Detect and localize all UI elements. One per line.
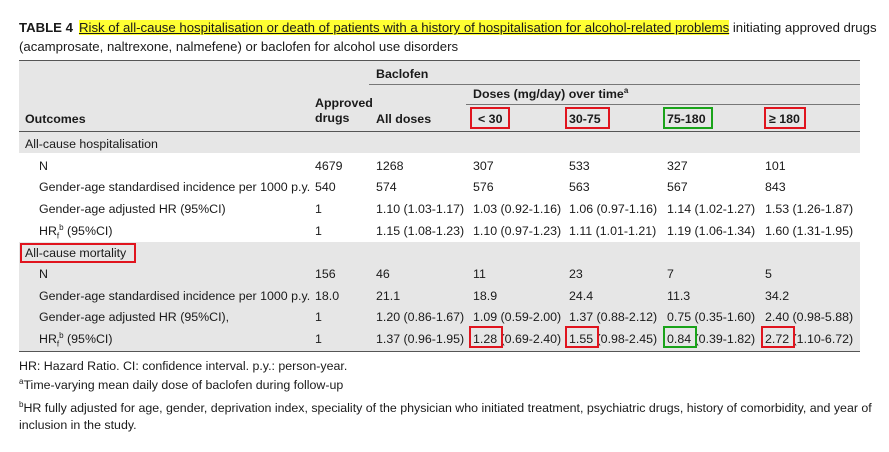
cell-dose-ge180: 2.40 (0.98-5.88): [765, 310, 854, 324]
cell-dose-ge180: 1.60 (1.31-1.95): [765, 224, 854, 238]
header-doses: Doses (mg/day) over timea: [473, 85, 629, 101]
cell-dose-75-180: 1.19 (1.06-1.34): [667, 224, 756, 238]
cell-dose-30-75: 533: [569, 159, 590, 173]
annotation-box-hr-75-180: [663, 326, 697, 348]
cell-all-doses: 1.20 (0.86-1.67): [376, 310, 465, 324]
section-title-hospitalisation: All-cause hospitalisation: [25, 137, 158, 151]
cell-dose-30-75: 23: [569, 267, 583, 281]
cell-approved: 540: [315, 180, 336, 194]
cell-dose-ge180: 5: [765, 267, 772, 281]
cell-approved: 1: [315, 202, 322, 216]
cell-dose-ge180: 1.53 (1.26-1.87): [765, 202, 854, 216]
section-title-mortality: All-cause mortality: [25, 246, 127, 260]
cell-dose-lt30: 1.03 (0.92-1.16): [473, 202, 562, 216]
annotation-box-hr-ge180: [761, 326, 795, 348]
footnote-a: aTime-varying mean daily dose of baclofe…: [19, 376, 344, 392]
cell-approved: 1: [315, 224, 322, 238]
cell-all-doses: 1.15 (1.08-1.23): [376, 224, 465, 238]
cell-dose-75-180: 567: [667, 180, 688, 194]
annotation-box-75-180: [663, 107, 713, 129]
cell-dose-75-180: 327: [667, 159, 688, 173]
cell-dose-ge180: 2.72 (1.10-6.72): [765, 332, 854, 346]
cell-all-doses: 1268: [376, 159, 404, 173]
row-label: N: [39, 267, 48, 281]
cell-dose-75-180: 0.75 (0.35-1.60): [667, 310, 756, 324]
highlighted-title: Risk of all-cause hospitalisation or dea…: [78, 20, 730, 35]
top-rule: [19, 60, 860, 61]
cell-all-doses: 574: [376, 180, 397, 194]
cell-dose-lt30: 576: [473, 180, 494, 194]
header-dose-lt30: < 30: [478, 112, 503, 126]
cell-dose-lt30: 1.28 (0.69-2.40): [473, 332, 562, 346]
table-label: TABLE 4: [19, 20, 73, 35]
annotation-box-lt30: [470, 107, 510, 129]
row-label: Gender-age standardised incidence per 10…: [39, 180, 311, 194]
cell-dose-ge180: 843: [765, 180, 786, 194]
row-label: HRfb (95%CI): [39, 222, 113, 241]
row-label: Gender-age adjusted HR (95%CI): [39, 202, 226, 216]
cell-dose-75-180: 11.3: [667, 289, 691, 303]
cell-dose-30-75: 563: [569, 180, 590, 194]
cell-dose-ge180: 34.2: [765, 289, 790, 303]
cell-approved: 1: [315, 332, 322, 346]
cell-dose-30-75: 24.4: [569, 289, 594, 303]
header-dose-30-75: 30-75: [569, 112, 601, 126]
row-label: Gender-age standardised incidence per 10…: [39, 289, 311, 303]
header-rule: [19, 131, 860, 132]
table-caption: TABLE 4 Risk of all-cause hospitalisation…: [19, 18, 879, 56]
cell-dose-30-75: 1.55 (0.98-2.45): [569, 332, 658, 346]
cell-dose-30-75: 1.11 (1.01-1.21): [569, 224, 657, 238]
mortality-band: [19, 242, 860, 351]
row-label: Gender-age adjusted HR (95%CI),: [39, 310, 230, 324]
cell-all-doses: 21.1: [376, 289, 401, 303]
row-label: N: [39, 159, 48, 173]
cell-dose-30-75: 1.37 (0.88-2.12): [569, 310, 658, 324]
cell-dose-lt30: 1.10 (0.97-1.23): [473, 224, 562, 238]
annotation-box-hr-lt30: [469, 326, 503, 348]
cell-dose-75-180: 0.84 (0.39-1.82): [667, 332, 756, 346]
annotation-box-hr-30-75: [565, 326, 599, 348]
cell-dose-75-180: 7: [667, 267, 674, 281]
header-baclofen: Baclofen: [376, 67, 429, 81]
bottom-rule: [19, 351, 860, 352]
annotation-box-30-75: [565, 107, 610, 129]
cell-dose-75-180: 1.14 (1.02-1.27): [667, 202, 756, 216]
header-dose-75-180: 75-180: [667, 112, 706, 126]
footnote-b: bHR fully adjusted for age, gender, depr…: [19, 399, 872, 432]
cell-all-doses: 1.10 (1.03-1.17): [376, 202, 465, 216]
caption-rest: initiating approved drugs (acamprosate, …: [19, 20, 877, 54]
header-dose-ge180: ≥ 180: [769, 112, 800, 126]
cell-approved: 4679: [315, 159, 343, 173]
cell-dose-lt30: 307: [473, 159, 494, 173]
cell-dose-ge180: 101: [765, 159, 786, 173]
cell-all-doses: 1.37 (0.96-1.95): [376, 332, 465, 346]
cell-approved: 156: [315, 267, 336, 281]
header-outcomes: Outcomes: [25, 112, 86, 126]
cell-dose-30-75: 1.06 (0.97-1.16): [569, 202, 658, 216]
cell-dose-lt30: 18.9: [473, 289, 498, 303]
doses-rule: [466, 104, 860, 105]
footnote-abbreviations: HR: Hazard Ratio. CI: confidence interva…: [19, 359, 348, 373]
cell-approved: 18.0: [315, 289, 340, 303]
baclofen-rule: [369, 84, 860, 85]
header-all-doses: All doses: [376, 112, 432, 126]
cell-approved: 1: [315, 310, 322, 324]
annotation-box-ge180: [764, 107, 806, 129]
cell-dose-lt30: 11: [473, 267, 486, 281]
header-approved-1: Approved: [315, 96, 373, 110]
row-label: HRfb (95%CI): [39, 330, 113, 349]
cell-dose-lt30: 1.09 (0.59-2.00): [473, 310, 562, 324]
header-band: [19, 60, 860, 153]
cell-all-doses: 46: [376, 267, 390, 281]
header-approved-2: drugs: [315, 111, 350, 125]
annotation-box-mortality: [20, 243, 136, 263]
